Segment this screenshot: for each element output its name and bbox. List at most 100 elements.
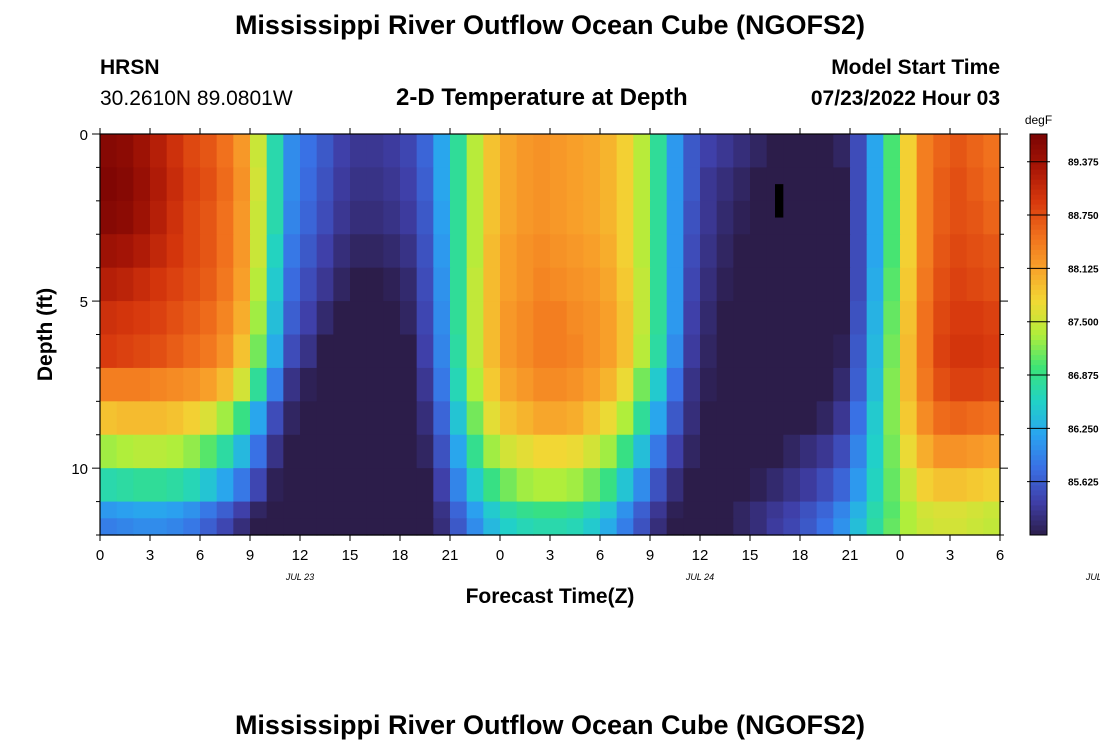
heatmap-cell	[916, 234, 934, 269]
heatmap-cell	[933, 401, 951, 436]
heatmap-cell	[750, 301, 768, 336]
heatmap-cell	[166, 518, 184, 536]
heatmap-cell	[966, 367, 984, 402]
heatmap-cell	[800, 501, 818, 519]
heatmap-cell	[700, 134, 718, 169]
heatmap-cell	[983, 367, 1001, 402]
colorbar-tick-label: 88.125	[1068, 264, 1099, 275]
x-tick-label: 21	[842, 547, 859, 564]
heatmap-cell	[400, 334, 418, 369]
heatmap-cell	[833, 401, 851, 436]
heatmap-cell	[650, 234, 668, 269]
plot-title: 2-D Temperature at Depth	[396, 84, 688, 111]
heatmap-cell	[200, 234, 218, 269]
heatmap-cell	[733, 267, 751, 302]
heatmap-cell	[850, 267, 868, 302]
heatmap-cell	[316, 501, 334, 519]
heatmap-cell	[183, 267, 201, 302]
colorbar-segment	[1030, 174, 1047, 180]
colorbar-segment	[1030, 259, 1047, 265]
heatmap-cell	[266, 501, 284, 519]
heatmap-cell	[833, 267, 851, 302]
heatmap-cell	[300, 434, 318, 469]
heatmap-cell	[116, 167, 134, 202]
heatmap-cell	[933, 301, 951, 336]
heatmap-cell	[350, 468, 368, 503]
colorbar-segment	[1030, 489, 1047, 496]
heatmap-cell	[133, 167, 151, 202]
heatmap-cell	[966, 334, 984, 369]
heatmap-cell	[916, 267, 934, 302]
heatmap-cell	[666, 267, 684, 302]
heatmap-cell	[350, 200, 368, 235]
heatmap-cell	[866, 134, 884, 169]
heatmap-cell	[400, 401, 418, 436]
colorbar-segment	[1030, 294, 1047, 300]
heatmap-cell	[550, 434, 568, 469]
heatmap-cell	[650, 334, 668, 369]
heatmap-cell	[900, 134, 918, 169]
heatmap-cell	[566, 167, 584, 202]
heatmap-cell	[300, 367, 318, 402]
heatmap-cell	[733, 434, 751, 469]
heatmap-cell	[833, 501, 851, 519]
heatmap-cell	[400, 267, 418, 302]
heatmap-cell	[183, 234, 201, 269]
heatmap-cell	[550, 267, 568, 302]
heatmap-cell	[966, 434, 984, 469]
heatmap-cell	[816, 401, 834, 436]
heatmap-cell	[250, 468, 268, 503]
heatmap-cell	[166, 134, 184, 169]
heatmap-cell	[533, 518, 551, 536]
heatmap-cell	[400, 301, 418, 336]
heatmap-cell	[550, 367, 568, 402]
heatmap-cell	[616, 401, 634, 436]
heatmap-cell	[283, 501, 301, 519]
colorbar-segment	[1030, 414, 1047, 421]
heatmap-cell	[383, 434, 401, 469]
heatmap-cell	[150, 134, 168, 169]
heatmap-cell	[333, 468, 351, 503]
heatmap-cell	[400, 518, 418, 536]
heatmap-cell	[500, 267, 518, 302]
heatmap-cell	[850, 234, 868, 269]
heatmap-cell	[500, 501, 518, 519]
heatmap-cell	[183, 468, 201, 503]
heatmap-cell	[583, 518, 601, 536]
heatmap-cell	[266, 334, 284, 369]
heatmap-cell	[333, 334, 351, 369]
heatmap-cell	[616, 200, 634, 235]
heatmap-cell	[350, 518, 368, 536]
colorbar-segment	[1030, 474, 1047, 481]
heatmap-cell	[416, 367, 434, 402]
heatmap-cell	[516, 518, 534, 536]
heatmap-cell	[933, 200, 951, 235]
heatmap-cell	[150, 301, 168, 336]
colorbar-segment	[1030, 214, 1047, 220]
heatmap-cell	[216, 234, 234, 269]
heatmap-cell	[216, 501, 234, 519]
heatmap-cell	[666, 501, 684, 519]
heatmap-cell	[233, 134, 251, 169]
heatmap-cell	[750, 401, 768, 436]
heatmap-cell	[783, 501, 801, 519]
heatmap-cell	[383, 200, 401, 235]
heatmap-cell	[166, 234, 184, 269]
heatmap-cell	[683, 518, 701, 536]
heatmap-cell	[416, 234, 434, 269]
heatmap-cell	[800, 167, 818, 202]
heatmap-cell	[200, 501, 218, 519]
heatmap-cell	[466, 434, 484, 469]
heatmap-cell	[433, 434, 451, 469]
heatmap-cell	[600, 301, 618, 336]
colorbar-segment	[1030, 284, 1047, 290]
heatmap-cell	[266, 267, 284, 302]
heatmap-cell	[966, 200, 984, 235]
heatmap-cell	[450, 518, 468, 536]
heatmap-cell	[200, 367, 218, 402]
heatmap-cell	[800, 518, 818, 536]
heatmap-cell	[900, 468, 918, 503]
heatmap-cell	[450, 434, 468, 469]
heatmap-cell	[850, 501, 868, 519]
heatmap-cell	[633, 134, 651, 169]
